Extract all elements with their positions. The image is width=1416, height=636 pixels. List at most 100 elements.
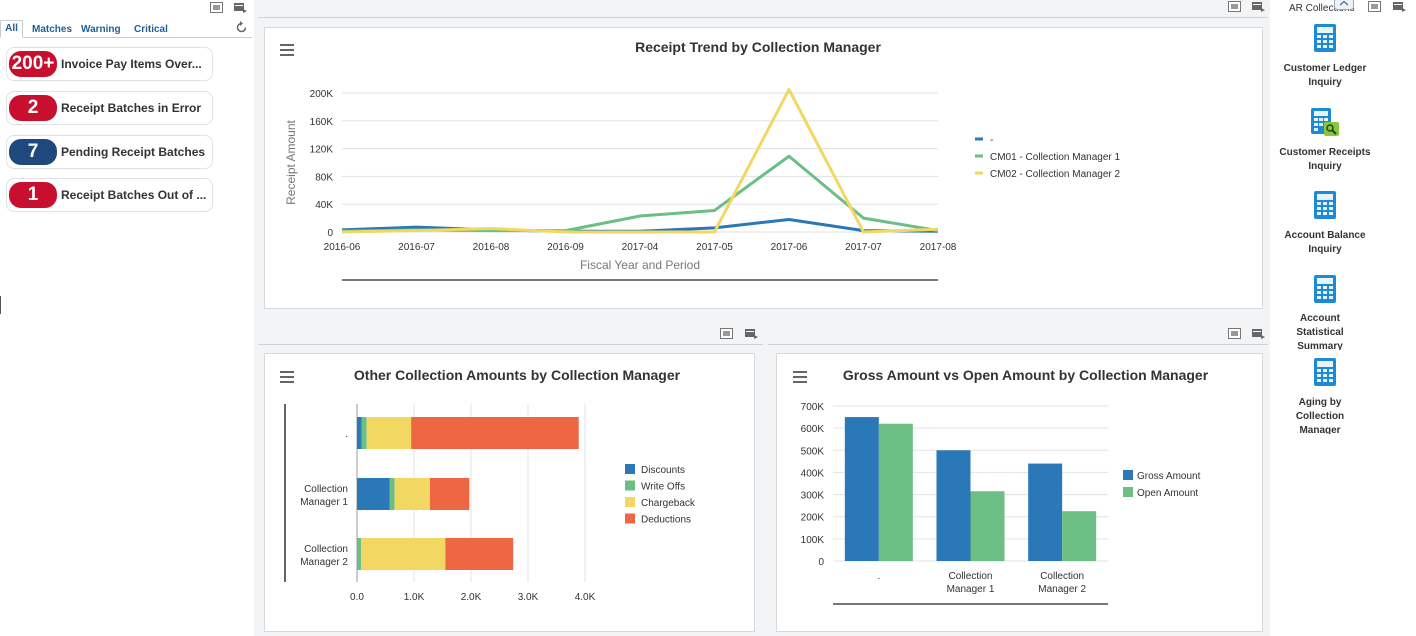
expand-icon[interactable] [1368, 1, 1381, 12]
export-icon[interactable] [745, 328, 758, 339]
legend-swatch [625, 497, 635, 507]
app-tile-label: Customer Receipts Inquiry [1279, 147, 1371, 172]
y-tick-label: 600K [801, 424, 825, 435]
tab-matches[interactable]: Matches [32, 24, 73, 35]
divider [258, 17, 1268, 18]
legend-label: - [990, 135, 993, 146]
chart-title: Other Collection Amounts by Collection M… [353, 367, 681, 383]
receipt-trend-chart: 0 40K 80K 120K 160K 200K 2016-06 2016-07 2016-08… [284, 88, 1120, 281]
count-badge: 200+ [9, 51, 57, 77]
other-collections-card: Other Collection Amounts by Collection M… [264, 353, 755, 632]
bar [1062, 511, 1097, 561]
app-tile-account-balance[interactable]: Account Balance Inquiry [1272, 191, 1416, 259]
export-icon[interactable] [1252, 328, 1265, 339]
calculator-icon [1314, 275, 1336, 303]
app-tile-aging[interactable]: Aging by Collection Manager [1272, 358, 1416, 434]
x-tick-label: 2016-08 [473, 242, 510, 253]
x-tick-label: 0.0 [350, 592, 364, 603]
y-tick-label: 200K [310, 89, 334, 100]
watchlist-item[interactable]: 2 Receipt Batches in Error [6, 91, 213, 125]
x-tick-label: 2017-07 [845, 242, 882, 253]
y-tick-label: 400K [801, 468, 825, 479]
app-tile-customer-ledger[interactable]: Customer Ledger Inquiry [1272, 24, 1416, 92]
tab-critical[interactable]: Critical [134, 24, 168, 35]
export-icon[interactable] [234, 2, 247, 13]
app-tile-label: Account Balance Inquiry [1284, 230, 1366, 255]
menu-icon[interactable] [280, 371, 294, 383]
y-tick-label: 120K [310, 145, 334, 156]
watchlist-item[interactable]: 7 Pending Receipt Batches [6, 135, 213, 169]
bar [844, 417, 879, 561]
watchlist-item[interactable]: 1 Receipt Batches Out of ... [6, 178, 213, 212]
bar-segment [429, 478, 470, 510]
calculator-search-icon [1311, 108, 1339, 136]
watchlist-item-label: Pending Receipt Batches [61, 145, 206, 159]
tab-all[interactable]: All [0, 20, 23, 38]
app-tile-label: Aging by Collection Manager [1295, 397, 1345, 434]
legend-label: Open Amount [1137, 488, 1198, 499]
expand-icon[interactable] [1228, 1, 1241, 12]
bar-segment [357, 538, 361, 570]
chart-title: Gross Amount vs Open Amount by Collectio… [842, 367, 1209, 383]
other-collections-chart: 0.0 1.0K 2.0K 3.0K 4.0K. Collection Manager 1 C… [284, 404, 696, 603]
bar-segment [360, 538, 446, 570]
watchlist-panel: All Matches Warning Critical 200+ Invoic… [0, 0, 252, 636]
bar [1028, 463, 1063, 561]
bar-segment [445, 538, 514, 570]
bar [878, 423, 913, 561]
calculator-icon [1314, 358, 1336, 386]
menu-icon[interactable] [280, 44, 294, 56]
x-tick-label: 3.0K [518, 592, 539, 603]
x-tick-label: 2016-07 [398, 242, 435, 253]
bar [970, 491, 1005, 561]
splitter-handle[interactable] [0, 296, 1, 314]
app-tile-customer-receipts[interactable]: Customer Receipts Inquiry [1272, 108, 1416, 176]
refresh-icon[interactable] [235, 21, 248, 34]
bar [936, 450, 971, 561]
y-tick-label: 80K [315, 172, 333, 183]
divider [768, 344, 1268, 345]
springboard-title: AR Collections [1289, 3, 1355, 14]
export-icon[interactable] [1252, 1, 1265, 12]
y-tick-label: 200K [801, 513, 825, 524]
legend-label: CM01 - Collection Manager 1 [990, 152, 1120, 163]
expand-icon[interactable] [1228, 328, 1241, 339]
bar-segment [357, 478, 390, 510]
legend-label: Write Offs [641, 482, 685, 493]
legend-label: Gross Amount [1137, 471, 1201, 482]
springboard-panel: AR Collections Customer Ledger Inquiry C… [1272, 0, 1416, 636]
legend-label: Deductions [641, 515, 691, 526]
expand-icon[interactable] [210, 2, 223, 13]
app-tile-account-statistical[interactable]: Account Statistical Summary [1272, 275, 1416, 351]
tab-warning[interactable]: Warning [81, 24, 121, 35]
app-tile-label: Account Statistical Summary [1296, 313, 1344, 350]
x-tick-label: 2016-06 [324, 242, 361, 253]
legend-label: CM02 - Collection Manager 2 [990, 169, 1120, 180]
bar-segment [389, 478, 395, 510]
count-badge: 2 [9, 95, 57, 121]
expand-icon[interactable] [720, 328, 733, 339]
watchlist-item[interactable]: 200+ Invoice Pay Items Over... [6, 47, 213, 81]
legend-label: Discounts [641, 465, 685, 476]
bar-segment [366, 417, 412, 449]
y-axis-title: Receipt Amount [284, 119, 298, 204]
y-tick-label: Collection Manager 2 [300, 544, 348, 568]
legend-swatch [625, 464, 635, 474]
x-axis-title: Fiscal Year and Period [580, 258, 700, 272]
watchlist-tabbar [0, 19, 252, 38]
legend-swatch [1123, 470, 1133, 480]
collapse-icon[interactable] [1334, 0, 1354, 10]
menu-icon[interactable] [793, 371, 807, 383]
x-tick-label: . [877, 571, 880, 582]
y-tick-label: 100K [801, 535, 825, 546]
legend-swatch [1123, 487, 1133, 497]
y-tick-label: 700K [801, 402, 825, 413]
chart-title: Receipt Trend by Collection Manager [635, 39, 881, 55]
x-tick-label: 2017-04 [622, 242, 659, 253]
legend-swatch [625, 513, 635, 524]
calculator-icon [1314, 24, 1336, 52]
x-tick-label: 4.0K [575, 592, 596, 603]
export-icon[interactable] [1393, 1, 1406, 12]
bar-segment [411, 417, 579, 449]
y-tick-label: 0 [327, 228, 333, 239]
